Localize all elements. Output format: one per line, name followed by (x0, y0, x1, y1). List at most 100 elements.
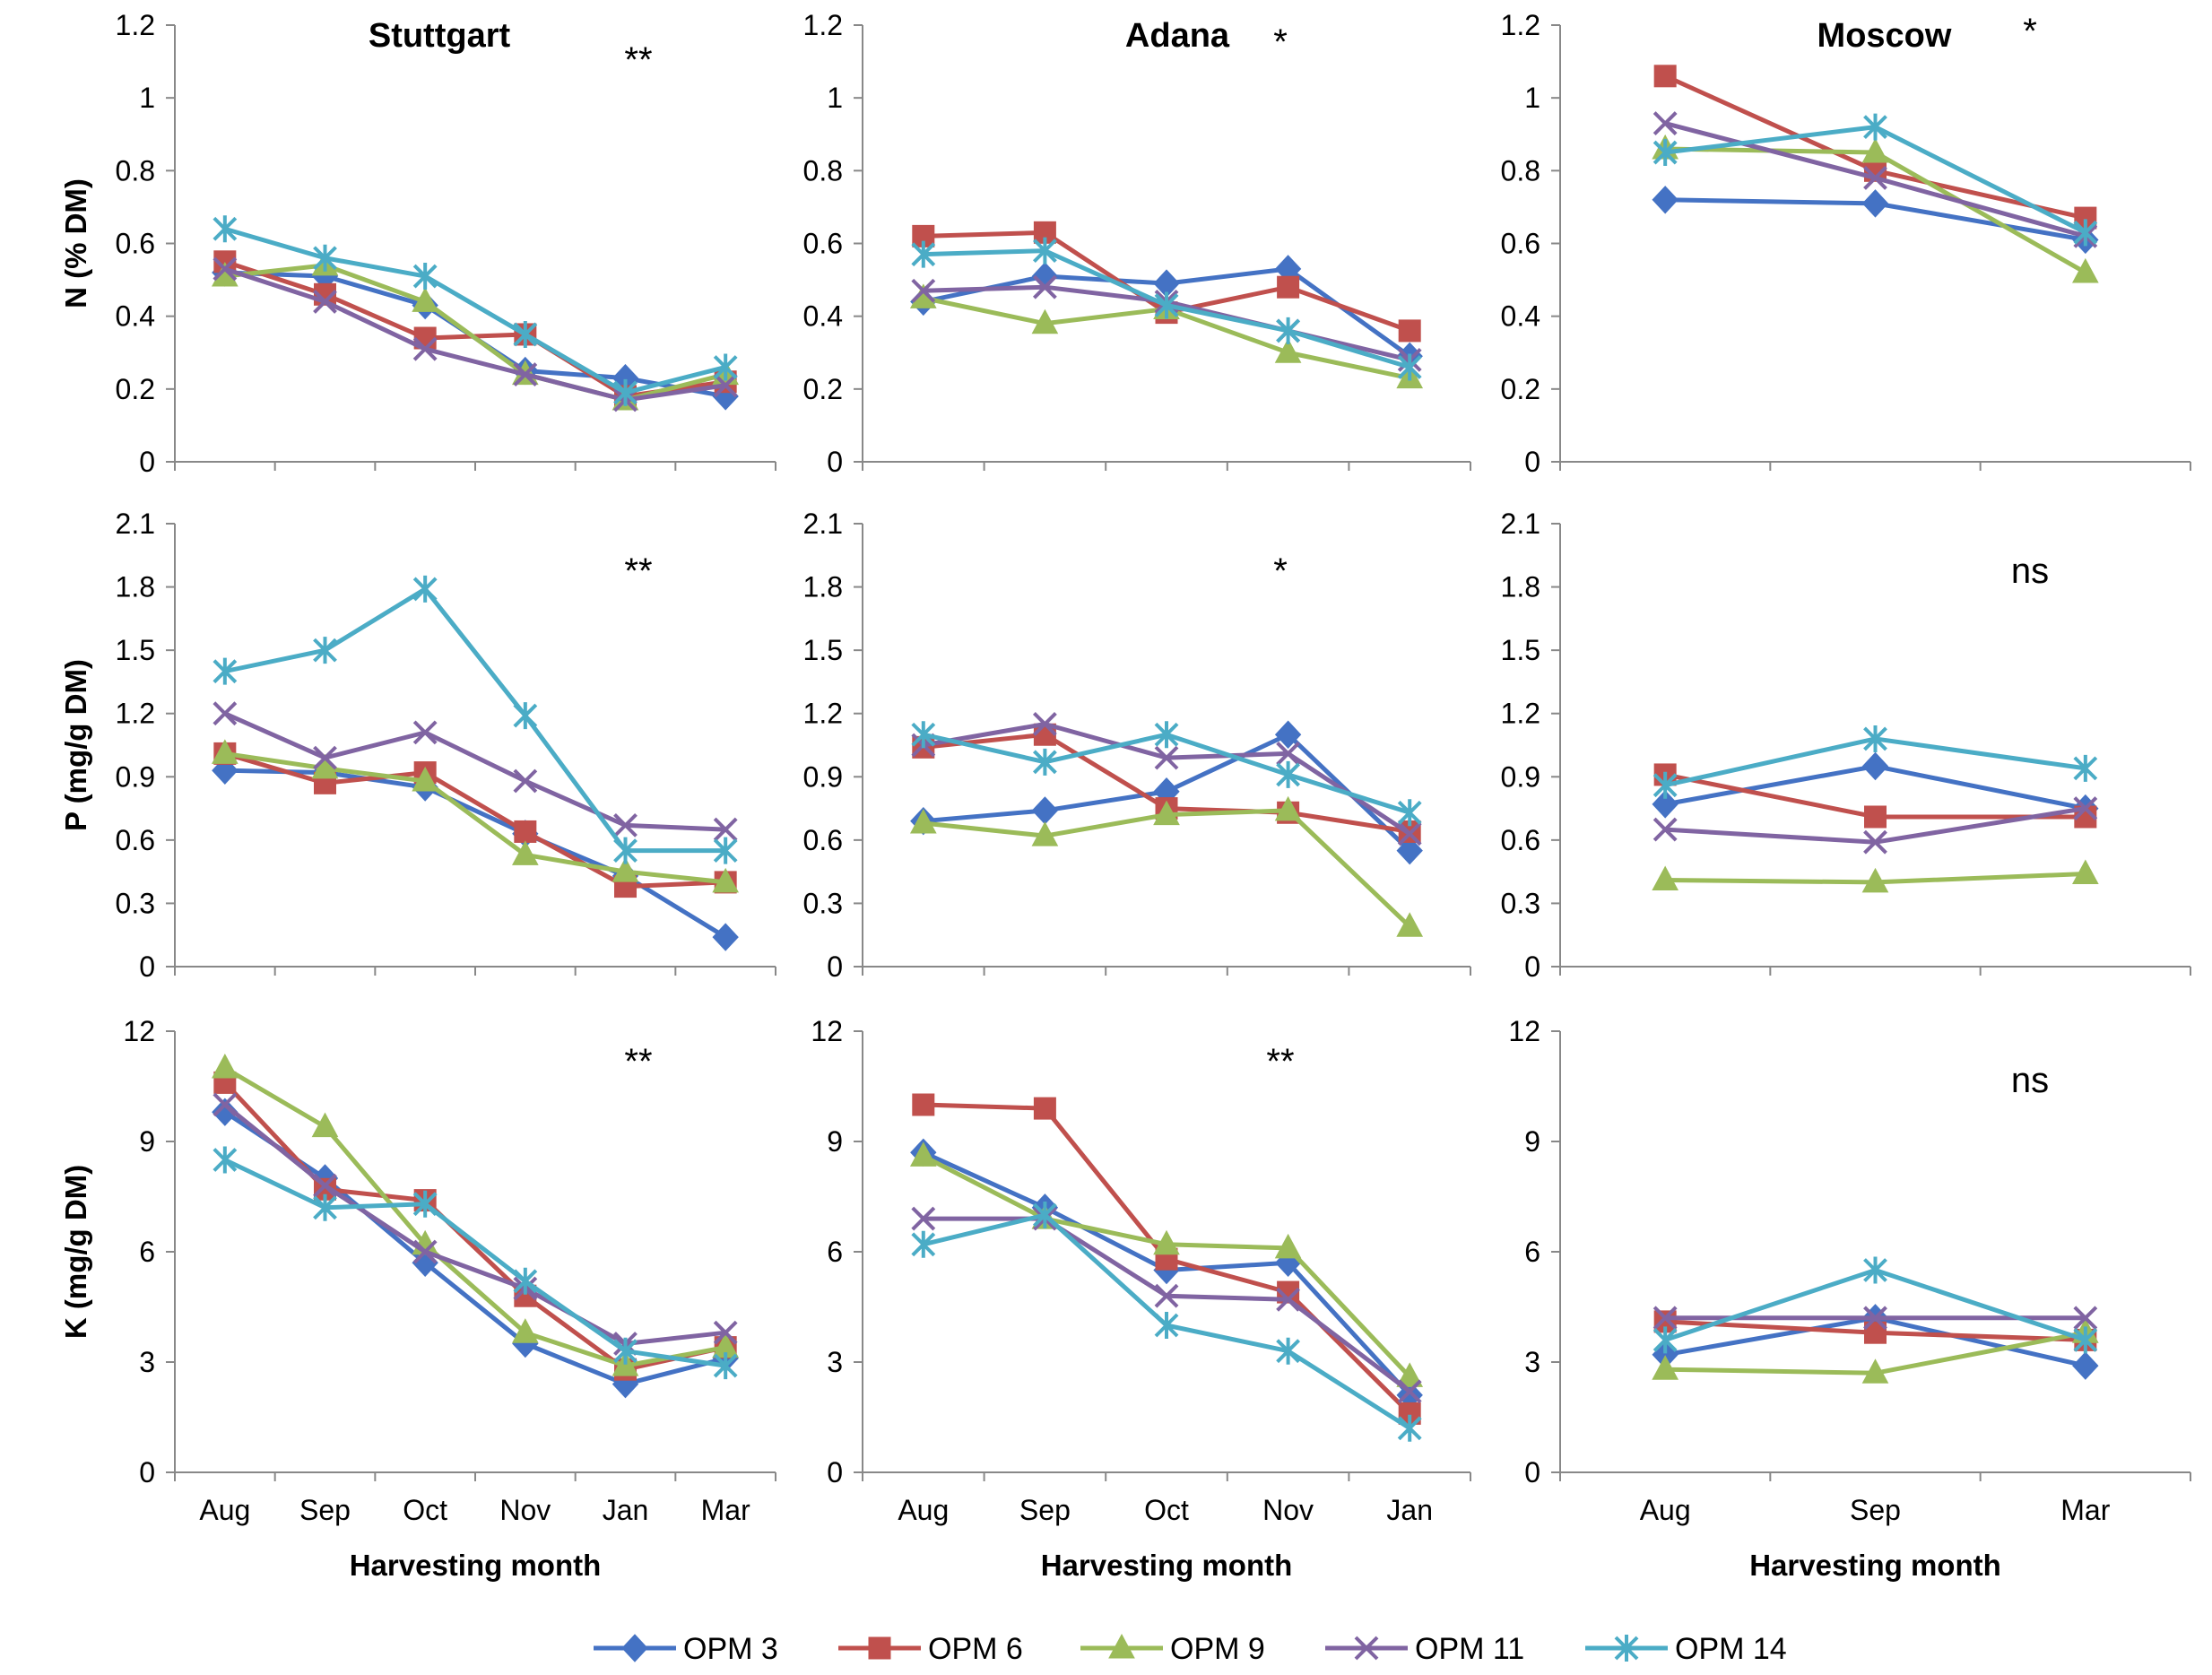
data-point-opm-11 (213, 256, 238, 282)
y-tick-label: 3 (1524, 1346, 1540, 1378)
significance-label: * (1273, 22, 1288, 62)
y-tick-label: 1.2 (116, 9, 155, 41)
data-point-opm-9 (211, 739, 239, 764)
data-point-opm-14 (412, 575, 438, 603)
data-point-opm-14 (1154, 291, 1179, 319)
data-point-opm-9 (1652, 865, 1679, 891)
y-tick-label: 0.8 (116, 154, 155, 187)
data-point-opm-3 (1396, 836, 1423, 865)
x-tick-label: Nov (499, 1494, 551, 1526)
y-tick-label: 3 (827, 1346, 843, 1378)
y-tick-label: 1.8 (1501, 571, 1540, 603)
data-point-opm-14 (2073, 754, 2098, 782)
y-tick-label: 3 (139, 1346, 155, 1378)
data-point-opm-9 (1652, 1355, 1679, 1380)
data-point-opm-14 (613, 837, 638, 864)
y-tick-label: 1 (139, 82, 155, 114)
significance-label: ** (1266, 1042, 1294, 1081)
data-point-opm-14 (412, 263, 438, 291)
data-point-opm-11 (1863, 829, 1887, 855)
x-tick-label: Aug (898, 1494, 949, 1526)
data-point-opm-9 (511, 840, 539, 865)
data-point-opm-11 (1863, 1306, 1887, 1331)
y-tick-label: 0.4 (803, 300, 843, 333)
data-point-opm-9 (909, 1141, 937, 1167)
y-tick-label: 0.4 (116, 300, 155, 333)
y-axis-title: N (% DM) (59, 178, 92, 308)
data-point-opm-14 (1276, 317, 1301, 344)
panel-title: Adana (1125, 17, 1230, 55)
y-tick-label: 2.1 (116, 508, 155, 540)
data-point-opm-11 (213, 1092, 238, 1117)
data-point-opm-14 (713, 837, 738, 864)
x-axis-title: Harvesting month (350, 1549, 602, 1582)
y-tick-label: 12 (123, 1015, 155, 1047)
data-point-opm-9 (1274, 1233, 1302, 1259)
y-tick-label: 9 (139, 1125, 155, 1158)
data-point-opm-14 (1863, 113, 1887, 141)
legend: OPM 3 OPM 6 OPM 9 OPM 11 OPM 14 (594, 1632, 1787, 1666)
data-point-opm-11 (313, 290, 337, 314)
panel-stuttgart-1: 0 0.3 0.6 0.9 1.2 1.5 1.8 2.1 P (mg/g DM) ** (59, 508, 776, 983)
y-tick-label: 1.5 (803, 634, 843, 666)
data-point-opm-14 (1276, 1337, 1301, 1365)
x-tick-label: Sep (1850, 1494, 1901, 1526)
y-tick-label: 0 (139, 446, 155, 478)
y-tick-label: 0.9 (116, 760, 155, 793)
data-point-opm-14 (1397, 799, 1422, 827)
data-point-opm-9 (1031, 821, 1059, 846)
y-tick-label: 1.5 (1501, 634, 1540, 666)
data-point-opm-14 (513, 320, 538, 348)
y-tick-label: 0 (1524, 446, 1540, 478)
data-point-opm-11 (1397, 821, 1422, 846)
data-point-opm-9 (712, 867, 740, 893)
y-tick-label: 0.2 (803, 373, 843, 405)
x-axis-title: Harvesting month (1749, 1549, 2001, 1582)
y-tick-label: 6 (1524, 1236, 1540, 1268)
x-tick-label: Jan (1386, 1494, 1433, 1526)
legend-marker (621, 1634, 648, 1662)
legend-label: OPM 11 (1415, 1632, 1524, 1666)
y-tick-label: 1.2 (1501, 9, 1540, 41)
data-point-opm-9 (1153, 800, 1180, 826)
data-point-opm-11 (1276, 1287, 1301, 1312)
data-point-opm-14 (911, 1230, 936, 1258)
significance-label: ** (624, 1042, 652, 1081)
legend-marker (1614, 1635, 1639, 1662)
y-tick-label: 0.6 (1501, 228, 1540, 260)
data-point-opm-14 (1652, 139, 1678, 167)
data-point-opm-11 (1154, 1283, 1179, 1308)
data-point-opm-6 (1033, 1097, 1056, 1120)
data-point-opm-3 (212, 1098, 239, 1126)
y-tick-label: 0.3 (1501, 887, 1540, 919)
y-tick-label: 0.2 (1501, 373, 1540, 405)
y-tick-label: 0.6 (116, 824, 155, 856)
y-tick-label: 0.9 (803, 760, 843, 793)
data-point-opm-9 (2071, 257, 2099, 283)
data-point-opm-3 (1031, 796, 1059, 825)
y-tick-label: 0.3 (803, 887, 843, 919)
panel-title: Moscow (1817, 17, 1952, 55)
y-tick-label: 1.8 (803, 571, 843, 603)
data-point-opm-14 (911, 721, 936, 749)
data-point-opm-14 (613, 378, 638, 406)
x-tick-label: Jan (603, 1494, 649, 1526)
data-point-opm-11 (613, 812, 638, 838)
x-tick-label: Oct (403, 1494, 447, 1526)
panel-moscow-0: 0 0.2 0.4 0.6 0.8 1 1.2 Moscow * (1501, 9, 2191, 478)
legend-label: OPM 9 (1170, 1632, 1265, 1666)
data-point-opm-3 (1861, 751, 1889, 781)
data-point-opm-9 (211, 1053, 239, 1079)
x-tick-label: Mar (2060, 1494, 2110, 1526)
data-point-opm-11 (1652, 111, 1678, 135)
data-point-opm-11 (412, 1239, 438, 1264)
data-point-opm-11 (313, 745, 337, 770)
data-point-opm-9 (1274, 338, 1302, 363)
data-point-opm-9 (1861, 137, 1889, 163)
data-point-opm-14 (2073, 219, 2098, 247)
y-tick-label: 0 (827, 950, 843, 983)
data-point-opm-3 (1274, 720, 1302, 749)
data-point-opm-9 (1861, 867, 1889, 893)
legend-item-opm-11: OPM 11 (1325, 1632, 1524, 1666)
